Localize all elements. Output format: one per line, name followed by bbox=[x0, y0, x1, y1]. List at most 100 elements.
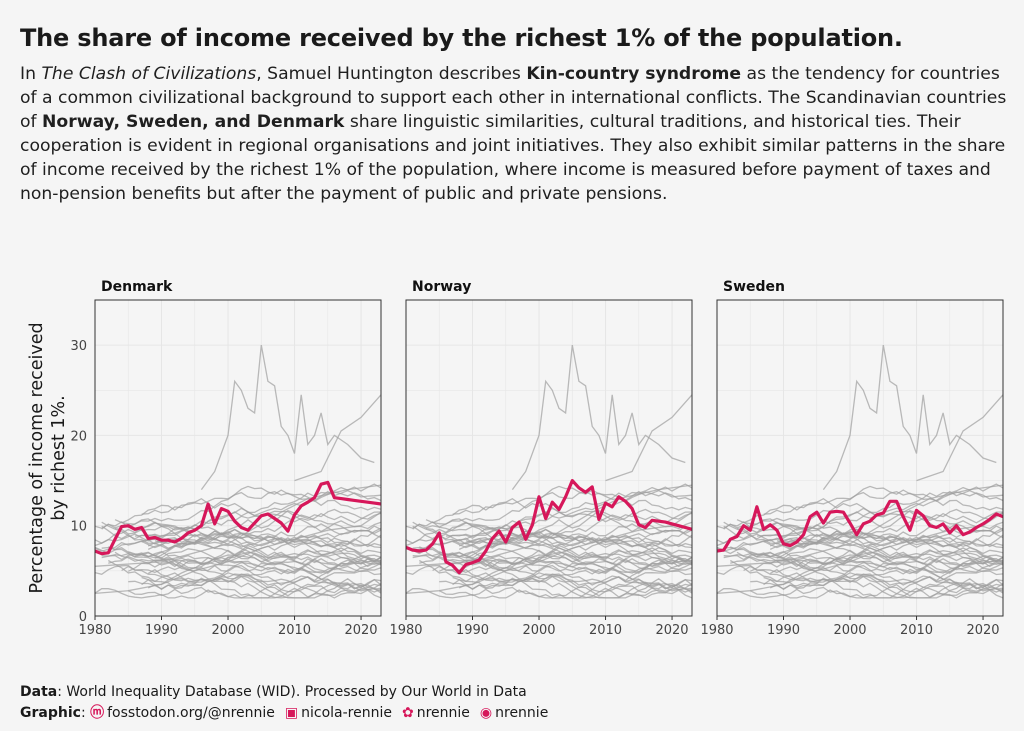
other-country-line bbox=[445, 483, 693, 538]
linkedin-link[interactable]: ▣ nicola-rennie bbox=[285, 705, 392, 721]
other-country-line bbox=[128, 572, 382, 596]
other-country-line bbox=[94, 484, 382, 567]
other-country-line bbox=[108, 555, 382, 574]
x-tick-label: 1980 bbox=[389, 623, 422, 638]
x-tick-label: 2000 bbox=[522, 623, 555, 638]
other-country-line bbox=[412, 525, 693, 570]
subtitle-text-3: as the tendency for countries of a commo… bbox=[20, 64, 1007, 132]
other-country-line bbox=[716, 511, 1004, 595]
panel-border bbox=[716, 299, 1004, 617]
linkedin-handle: nicola-rennie bbox=[301, 705, 392, 721]
caption: Data: World Inequality Database (WID). P… bbox=[20, 682, 558, 724]
other-country-line bbox=[147, 564, 382, 592]
other-country-line bbox=[147, 568, 382, 599]
other-country-line bbox=[412, 511, 693, 558]
other-country-line bbox=[458, 564, 693, 592]
other-country-line bbox=[94, 576, 382, 599]
other-country-line bbox=[916, 394, 1004, 482]
other-country-line bbox=[121, 491, 382, 524]
panel-title: Sweden bbox=[723, 279, 785, 295]
github-link[interactable]: ◉ nrennie bbox=[480, 705, 548, 721]
other-country-line bbox=[736, 551, 1003, 574]
subtitle-text-2: , Samuel Huntington describes bbox=[256, 64, 527, 84]
other-country-line bbox=[511, 344, 686, 490]
other-country-line bbox=[101, 511, 382, 558]
x-tick-label: 2000 bbox=[211, 623, 244, 638]
other-country-line bbox=[439, 572, 693, 596]
subtitle-countries: Norway, Sweden, and Denmark bbox=[42, 112, 345, 132]
other-country-line bbox=[723, 525, 1004, 570]
x-tick-label: 1990 bbox=[767, 623, 800, 638]
graphic-label: Graphic bbox=[20, 705, 81, 721]
y-axis-title-line-2: by richest 1%. bbox=[49, 395, 69, 520]
other-country-line bbox=[405, 576, 693, 599]
x-tick-label: 2010 bbox=[900, 623, 933, 638]
other-country-line bbox=[776, 534, 1004, 564]
faceted-line-chart: Percentage of income received by richest … bbox=[27, 279, 1004, 638]
github-handle: nrennie bbox=[495, 705, 549, 721]
chart-subtitle: In The Clash of Civilizations, Samuel Hu… bbox=[20, 62, 1010, 206]
mastodon-handle: fosstodon.org/@nrennie bbox=[107, 705, 275, 721]
x-tick-label: 2010 bbox=[278, 623, 311, 638]
other-country-line bbox=[716, 576, 1004, 599]
other-country-line bbox=[405, 533, 693, 549]
y-tick-label: 10 bbox=[70, 520, 87, 535]
other-country-line bbox=[405, 511, 693, 595]
subtitle-text-1: In bbox=[20, 64, 42, 84]
subtitle-term: Kin-country syndrome bbox=[526, 64, 742, 84]
other-country-line bbox=[763, 556, 1004, 586]
other-country-line bbox=[94, 532, 382, 552]
other-country-line bbox=[769, 564, 1004, 592]
x-tick-label: 2020 bbox=[344, 623, 377, 638]
other-country-line bbox=[716, 533, 1004, 549]
other-country-line bbox=[425, 551, 692, 574]
other-country-line bbox=[405, 532, 693, 552]
other-country-line bbox=[822, 344, 997, 490]
other-country-line bbox=[114, 551, 381, 574]
x-tick-label: 1980 bbox=[78, 623, 111, 638]
data-source-text: : World Inequality Database (WID). Proce… bbox=[57, 684, 527, 700]
panel-title: Denmark bbox=[101, 279, 173, 295]
other-country-line bbox=[405, 546, 693, 570]
mastodon-link[interactable]: ⓜ fosstodon.org/@nrennie bbox=[90, 705, 275, 721]
other-country-line bbox=[743, 491, 1004, 524]
y-tick-label: 0 bbox=[79, 610, 87, 625]
x-tick-label: 2010 bbox=[589, 623, 622, 638]
panel-border bbox=[405, 299, 693, 617]
x-tick-label: 2020 bbox=[966, 623, 999, 638]
panel-sweden: Sweden 1980 1990 2000 2010 2020 bbox=[700, 279, 1004, 638]
series-line-sweden bbox=[716, 499, 1004, 553]
panel-norway: Norway 1980 1990 2000 2010 2020 bbox=[389, 279, 693, 638]
y-tick-label: 30 bbox=[70, 339, 87, 354]
other-country-line bbox=[756, 483, 1004, 538]
other-country-line bbox=[94, 511, 382, 595]
other-country-line bbox=[716, 484, 1004, 567]
data-source-label: Data bbox=[20, 684, 58, 700]
data-source-row: Data: World Inequality Database (WID). P… bbox=[20, 682, 558, 703]
other-country-line bbox=[114, 520, 382, 545]
x-tick-label: 1990 bbox=[145, 623, 178, 638]
linkedin-icon: ▣ bbox=[284, 705, 299, 721]
bluesky-link[interactable]: ✿ nrennie bbox=[402, 705, 470, 721]
other-country-line bbox=[750, 572, 1004, 596]
other-country-line bbox=[134, 483, 382, 538]
y-axis-title-line-1: Percentage of income received bbox=[27, 322, 47, 593]
other-country-line bbox=[128, 581, 382, 599]
other-country-line bbox=[141, 567, 382, 591]
other-country-line bbox=[101, 525, 382, 570]
github-icon: ◉ bbox=[479, 705, 493, 721]
series-line-norway bbox=[405, 479, 693, 575]
other-country-line bbox=[716, 546, 1004, 570]
x-tick-label: 1990 bbox=[456, 623, 489, 638]
other-country-line bbox=[452, 556, 693, 586]
graphic-credits-row: Graphic: ⓜ fosstodon.org/@nrennie ▣ nicola-… bbox=[20, 705, 549, 721]
subtitle-book-title: The Clash of Civilizations bbox=[41, 64, 257, 84]
other-country-line bbox=[716, 532, 1004, 552]
x-tick-label: 2020 bbox=[655, 623, 688, 638]
other-country-line bbox=[736, 520, 1004, 545]
x-tick-label: 1980 bbox=[700, 623, 733, 638]
other-country-line bbox=[432, 491, 693, 524]
panel-denmark: Denmark 1980 1990 2000 2010 2020 bbox=[78, 279, 382, 638]
other-country-line bbox=[769, 568, 1004, 599]
y-tick-label: 20 bbox=[70, 429, 87, 444]
